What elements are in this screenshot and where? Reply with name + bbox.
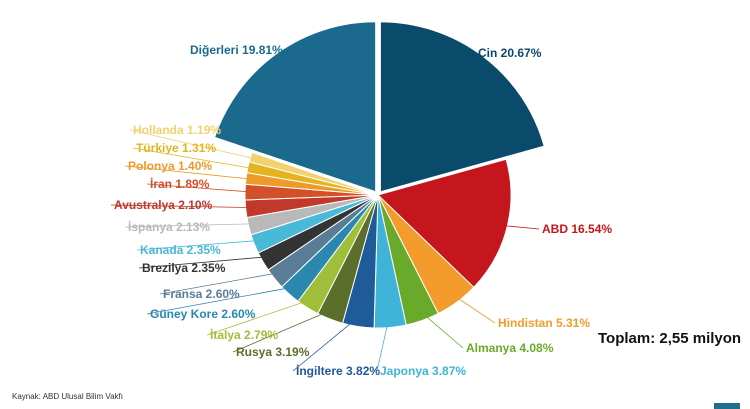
slice-label: Avustralya 2.10%	[114, 198, 213, 212]
slice-label: Almanya 4.08%	[466, 341, 554, 355]
slice-label: Kanada 2.35%	[140, 243, 221, 257]
leader-line	[146, 183, 256, 193]
slice-label: İspanya 2.13%	[128, 219, 210, 234]
slice-label: İngiltere 3.82%	[296, 363, 380, 378]
slice-label: Güney Kore 2.60%	[150, 307, 256, 321]
source-label: Kaynak: ABD Ulusal Bilim Vakfı	[12, 392, 124, 401]
pie-slice	[377, 158, 512, 289]
pie-slices	[213, 21, 545, 329]
leader-line	[496, 224, 540, 230]
leader-line	[159, 271, 283, 295]
slice-label: Diğerleri 19.81%	[190, 43, 283, 57]
slice-label: ABD 16.54%	[542, 222, 612, 236]
leader-line	[450, 293, 496, 324]
leader-line	[138, 255, 273, 269]
slice-label: İtalya 2.79%	[210, 327, 278, 342]
leader-line	[206, 298, 314, 336]
leader-line	[129, 129, 261, 161]
leader-line	[124, 165, 257, 181]
total-label: Toplam: 2,55 milyon	[598, 330, 742, 347]
leader-line	[124, 223, 260, 228]
slice-label: Çin 20.67%	[478, 46, 542, 60]
slice-label: Türkiye 1.31%	[136, 141, 216, 155]
leader-lines	[110, 129, 540, 372]
slice-label: Hollanda 1.19%	[133, 123, 221, 137]
slice-label: Fransa 2.60%	[163, 287, 240, 301]
leader-line	[376, 316, 390, 372]
leader-line	[110, 204, 257, 209]
pie-slice	[248, 151, 379, 196]
slice-label: Polonya 1.40%	[128, 159, 212, 173]
pie-slice	[213, 21, 377, 193]
slice-label: Rusya 3.19%	[236, 345, 310, 359]
pie-slice	[379, 21, 545, 193]
slice-label: Brezilya 2.35%	[142, 261, 226, 275]
leader-line	[136, 239, 265, 251]
slice-labels: Çin 20.67% ABD 16.54% Hindistan 5.31% Alman…	[114, 43, 612, 378]
leader-line	[132, 147, 259, 170]
corner-mark	[714, 403, 740, 409]
leader-line	[146, 286, 297, 315]
slice-label: Hindistan 5.31%	[498, 316, 590, 330]
slice-label: İran 1.89%	[150, 176, 210, 191]
leader-line	[232, 308, 334, 353]
leader-line	[292, 315, 361, 372]
leader-line	[418, 309, 464, 349]
slice-label: Japonya 3.87%	[380, 364, 466, 378]
